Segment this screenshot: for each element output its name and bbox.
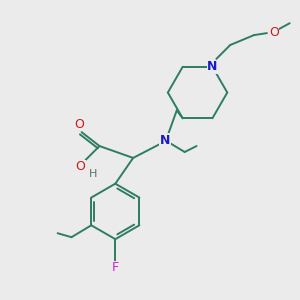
Text: F: F: [112, 261, 119, 274]
Text: O: O: [269, 26, 279, 39]
Text: N: N: [160, 134, 170, 147]
Text: O: O: [76, 160, 85, 173]
Text: H: H: [89, 169, 98, 179]
Text: N: N: [207, 60, 218, 73]
Text: O: O: [75, 118, 85, 131]
